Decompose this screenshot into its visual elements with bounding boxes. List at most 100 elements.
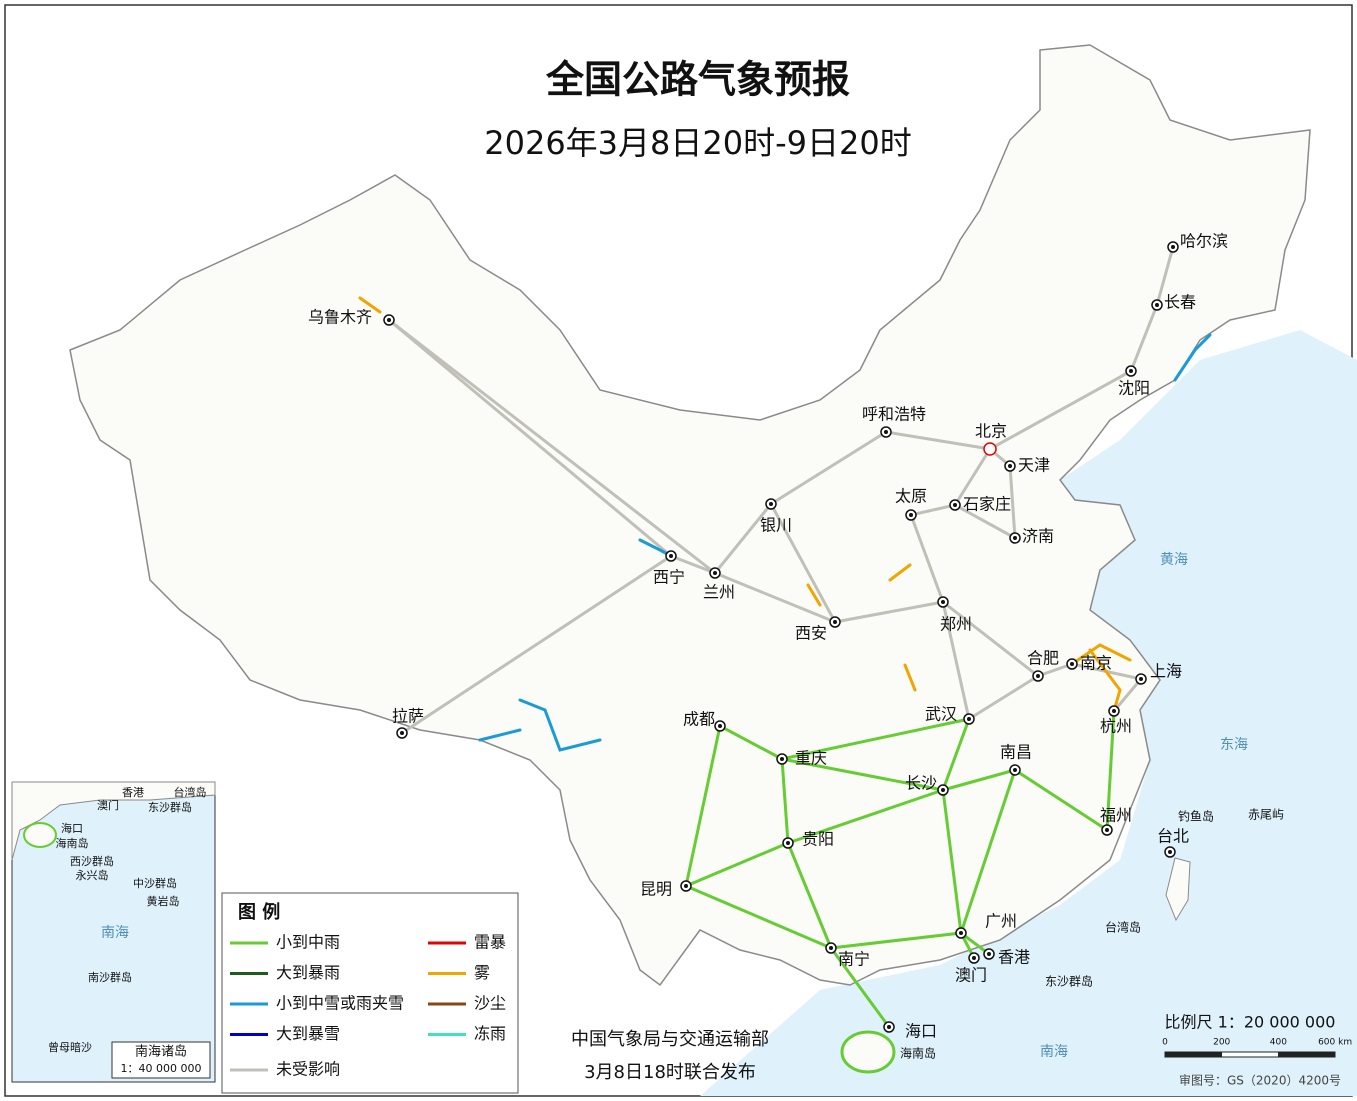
city-dot	[718, 724, 722, 728]
road-network	[358, 245, 1212, 1029]
road-rain	[684, 841, 790, 888]
road-rain	[829, 946, 891, 1029]
place-label: 南海	[1040, 1044, 1068, 1060]
city-dot	[884, 430, 888, 434]
road-unaffected	[988, 369, 1133, 451]
road-unaffected	[953, 503, 1017, 540]
city-dot	[1171, 245, 1175, 249]
city-label: 郑州	[940, 615, 972, 634]
legend-label: 未受影响	[276, 1060, 340, 1079]
scale-bar: 比例尺 1：20 000 000 0 200 400 600 km	[1162, 1013, 1352, 1058]
road-rain	[1013, 768, 1109, 832]
city-label: 太原	[895, 487, 927, 506]
road-rain	[718, 724, 784, 761]
city-dot	[786, 841, 790, 845]
capital-marker	[983, 442, 997, 456]
inset-label: 中沙群岛	[133, 876, 177, 890]
city-dot	[1013, 768, 1017, 772]
place-label: 东沙群岛	[1045, 974, 1093, 989]
road-unaffected	[909, 513, 945, 604]
city-label: 海口	[905, 1022, 937, 1041]
legend-label: 雾	[474, 963, 490, 982]
city-dot	[1129, 369, 1133, 373]
scale-tick-label: 200	[1213, 1038, 1230, 1048]
legend-label: 小到中雪或雨夹雪	[276, 994, 404, 1013]
legend-label: 大到暴雨	[276, 963, 340, 982]
city-dot	[941, 600, 945, 604]
city-dot	[887, 1025, 891, 1029]
road-rain	[786, 788, 945, 845]
map-subtitle: 2026年3月8日20时-9日20时	[484, 124, 912, 162]
road-unaffected	[400, 554, 673, 735]
city-label: 拉萨	[392, 707, 424, 726]
city-dot	[400, 731, 404, 735]
city-dot	[987, 952, 991, 956]
city-dot	[953, 503, 957, 507]
city-dot	[833, 620, 837, 624]
scale-tick-label: 600 km	[1318, 1038, 1352, 1048]
city-label: 广州	[985, 912, 1017, 931]
road-unaffected	[713, 571, 837, 624]
city-label: 济南	[1022, 527, 1054, 546]
city-dot	[1105, 828, 1109, 832]
inset-label: 西沙群岛	[70, 854, 114, 868]
city-dot	[1036, 674, 1040, 678]
scale-tick-label: 400	[1270, 1038, 1287, 1048]
road-unaffected	[387, 318, 717, 575]
road-unaffected	[387, 318, 673, 558]
legend-label: 小到中雨	[276, 933, 340, 952]
inset-label: 南沙群岛	[88, 970, 132, 984]
road-rain	[780, 757, 790, 845]
legend-label: 雷暴	[474, 933, 506, 952]
road-unaffected	[1008, 464, 1017, 540]
hainan-island	[840, 1030, 896, 1074]
road-rain	[959, 931, 991, 956]
city-label: 长春	[1164, 293, 1196, 312]
inset-title: 南海诸岛	[135, 1044, 187, 1060]
city-label: 呼和浩特	[862, 405, 926, 424]
city-label: 澳门	[955, 966, 987, 985]
city-dot	[1112, 709, 1116, 713]
inset-title-box	[111, 1041, 211, 1079]
road-unaffected	[1036, 662, 1074, 678]
city-label: 昆明	[640, 880, 672, 899]
scale-label: 比例尺 1：20 000 000	[1165, 1013, 1336, 1032]
city-label: 南京	[1080, 654, 1112, 673]
city-label: 长沙	[905, 774, 937, 793]
inset-label: 南海	[101, 925, 129, 941]
city-label: 哈尔滨	[1180, 232, 1228, 251]
city-label: 南昌	[1000, 743, 1032, 762]
place-label: 钓鱼岛	[1178, 809, 1214, 824]
place-label: 赤尾屿	[1248, 808, 1284, 822]
road-rain	[780, 757, 945, 792]
road-unaffected	[669, 554, 717, 575]
city-label: 银川	[760, 516, 792, 535]
city-label: 沈阳	[1118, 379, 1150, 398]
inset-scale: 1：40 000 000	[121, 1062, 202, 1075]
city-dot	[713, 571, 717, 575]
road-snow	[1173, 333, 1212, 382]
city-label: 台北	[1157, 827, 1189, 846]
city-dot	[1155, 303, 1159, 307]
road-rain	[684, 724, 722, 888]
publisher: 中国气象局与交通运输部	[571, 1029, 769, 1050]
road-unaffected	[1155, 245, 1175, 307]
road-unaffected	[884, 430, 992, 451]
inset-label: 澳门	[97, 798, 119, 812]
road-rain	[684, 884, 833, 950]
city-label: 武汉	[925, 705, 957, 724]
city-label: 贵阳	[802, 830, 834, 849]
road-unaffected	[769, 502, 837, 624]
road-fog	[358, 296, 1132, 713]
city-dot	[1168, 850, 1172, 854]
city-dot	[1008, 464, 1012, 468]
road-unaffected	[941, 600, 1040, 678]
road-unaffected	[713, 502, 773, 575]
legend-label: 大到暴雪	[276, 1024, 340, 1043]
inset-label: 黄岩岛	[147, 894, 180, 908]
road-rain	[786, 841, 833, 950]
scale-bar-segment	[1165, 1052, 1222, 1057]
city-dot	[959, 931, 963, 935]
